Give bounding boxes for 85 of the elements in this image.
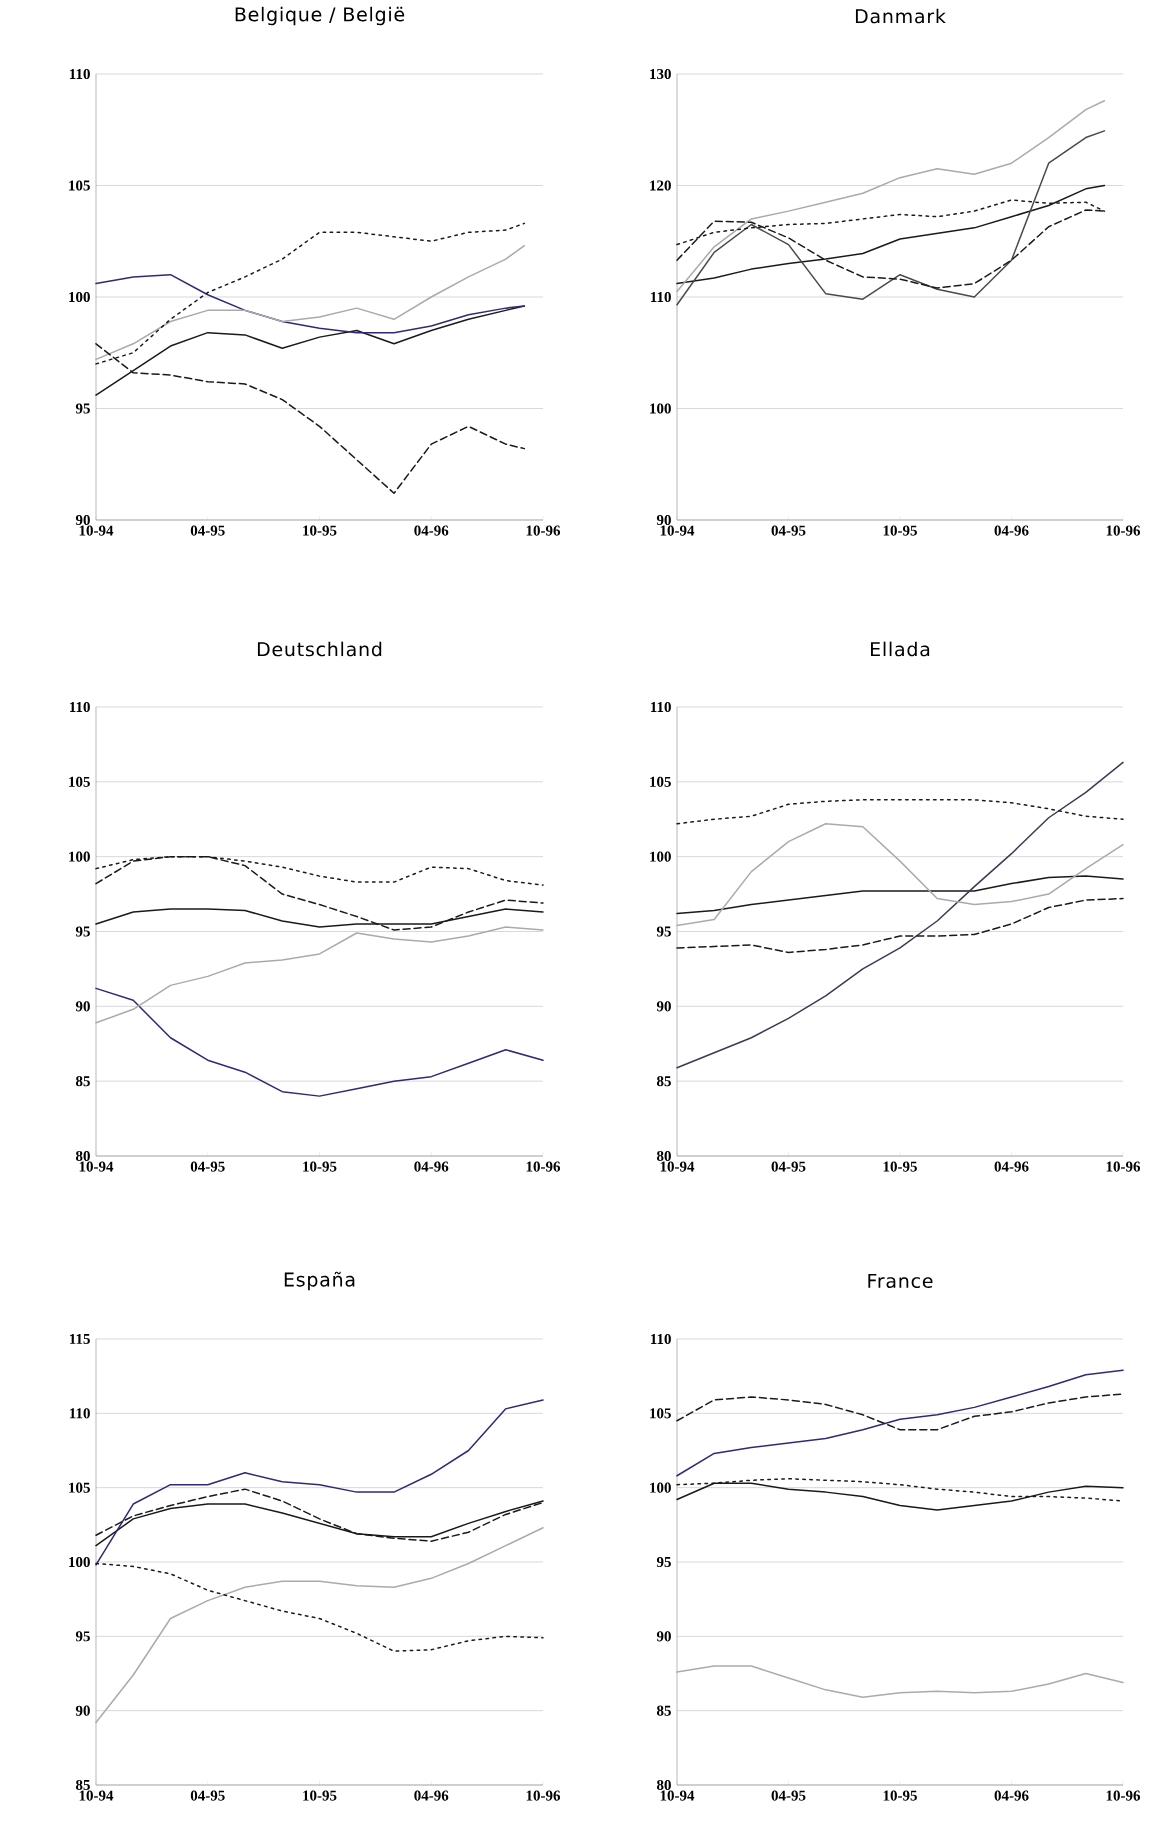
y-tick-label: 85: [75, 1779, 90, 1791]
y-tick-label: 110: [651, 1333, 671, 1345]
line-series: [95, 1399, 544, 1566]
y-tick-label: 130: [650, 68, 671, 80]
y-tick-label: 100: [650, 1482, 671, 1493]
y-tick-label: 110: [651, 291, 671, 303]
x-tick-label: 04-96: [414, 525, 449, 536]
y-tick-label: 105: [69, 776, 90, 787]
x-tick-label: 04-96: [994, 525, 1029, 536]
x-tick-label: 04-96: [994, 1161, 1029, 1172]
y-tick-label: 95: [75, 926, 90, 937]
chart-title: Danmark: [855, 8, 946, 24]
chart-title: España: [284, 1271, 355, 1291]
line-series: [676, 130, 1106, 306]
line-series: [95, 1562, 544, 1652]
y-tick-label: 85: [656, 1076, 671, 1087]
chart-title: Belgique / België: [235, 6, 405, 26]
line-series: [95, 987, 544, 1097]
x-tick-label: 10-95: [303, 525, 337, 536]
x-tick-label: 10-96: [1106, 525, 1141, 536]
x-tick-label: 10-94: [660, 525, 695, 536]
y-tick-label: 80: [656, 1150, 671, 1162]
line-series: [95, 273, 526, 334]
x-tick-label: 04-95: [190, 525, 225, 536]
x-tick-label: 04-96: [414, 1161, 449, 1172]
y-tick-label: 90: [656, 1631, 671, 1642]
y-tick-label: 105: [69, 180, 90, 191]
y-tick-label: 90: [75, 1705, 90, 1716]
x-tick-label: 04-95: [771, 525, 806, 536]
x-tick-label: 10-96: [526, 1161, 561, 1172]
x-tick-label: 10-96: [1106, 1161, 1141, 1172]
x-tick-label: 04-95: [771, 1161, 806, 1172]
y-tick-label: 95: [656, 1556, 671, 1568]
line-series: [95, 855, 544, 931]
line-series: [676, 761, 1124, 1069]
y-tick-label: 90: [75, 1001, 90, 1012]
y-tick-label: 100: [69, 1556, 90, 1568]
y-tick-label: 80: [656, 1779, 671, 1791]
x-tick-label: 10-94: [79, 1161, 114, 1172]
y-tick-label: 110: [70, 1408, 90, 1419]
y-tick-label: 100: [650, 851, 671, 862]
y-tick-label: 100: [650, 403, 671, 414]
y-tick-label: 110: [70, 701, 90, 713]
y-tick-label: 120: [650, 180, 671, 191]
x-tick-label: 10-94: [79, 1790, 114, 1801]
line-series: [676, 897, 1124, 954]
y-tick-label: 105: [650, 776, 671, 787]
x-tick-label: 10-96: [526, 525, 561, 536]
x-tick-label: 10-96: [1106, 1790, 1141, 1801]
x-tick-label: 10-94: [660, 1790, 695, 1801]
x-tick-label: 04-95: [190, 1790, 225, 1801]
y-tick-label: 100: [69, 291, 90, 303]
x-tick-label: 10-94: [79, 525, 114, 536]
y-tick-label: 105: [650, 1408, 671, 1419]
x-tick-label: 04-96: [994, 1790, 1029, 1801]
x-tick-label: 10-96: [526, 1790, 561, 1801]
y-tick-label: 90: [75, 514, 90, 526]
x-tick-label: 04-96: [414, 1790, 449, 1801]
y-tick-label: 95: [75, 403, 90, 414]
chart-title: Deutschland: [257, 641, 382, 657]
y-tick-label: 90: [656, 514, 671, 526]
x-tick-label: 04-95: [190, 1161, 225, 1172]
y-tick-label: 80: [75, 1150, 90, 1162]
y-tick-label: 90: [656, 1001, 671, 1012]
y-tick-label: 95: [75, 1631, 90, 1642]
y-tick-label: 85: [75, 1076, 90, 1087]
line-series: [676, 1482, 1124, 1511]
line-series: [676, 1369, 1124, 1477]
chart-title: France: [868, 1273, 933, 1289]
chart-title: Ellada: [871, 641, 930, 657]
y-tick-label: 115: [70, 1333, 90, 1345]
y-tick-label: 110: [651, 701, 671, 713]
x-tick-label: 10-95: [883, 1161, 917, 1172]
y-tick-label: 85: [656, 1705, 671, 1716]
x-tick-label: 10-95: [883, 1790, 917, 1801]
x-tick-label: 04-95: [771, 1790, 806, 1801]
x-tick-label: 10-95: [883, 525, 917, 536]
y-tick-label: 110: [70, 68, 90, 80]
y-tick-label: 105: [69, 1482, 90, 1493]
y-tick-label: 95: [656, 926, 671, 937]
x-tick-label: 10-95: [303, 1790, 337, 1801]
y-tick-label: 100: [69, 851, 90, 862]
x-tick-label: 10-94: [660, 1161, 695, 1172]
line-series: [676, 1393, 1124, 1431]
x-tick-label: 10-95: [303, 1161, 337, 1172]
